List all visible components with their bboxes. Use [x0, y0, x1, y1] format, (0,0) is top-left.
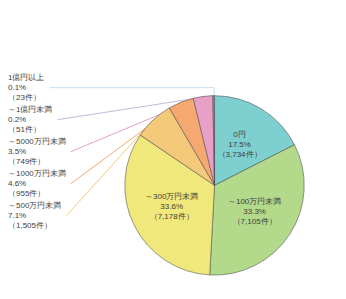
svg-text:7.1%: 7.1% — [8, 211, 26, 220]
svg-text:33.6%: 33.6% — [160, 202, 183, 211]
svg-text:（3,734件）: （3,734件） — [218, 150, 262, 159]
svg-text:～1000万円未満: ～1000万円未満 — [8, 169, 66, 178]
svg-text:3.5%: 3.5% — [8, 147, 26, 156]
svg-text:1億円以上: 1億円以上 — [8, 73, 44, 82]
svg-text:～100万円未満: ～100万円未満 — [228, 197, 281, 206]
svg-text:～5000万円未満: ～5000万円未満 — [8, 137, 66, 146]
svg-text:（51件）: （51件） — [8, 125, 41, 134]
svg-text:（1,505件）: （1,505件） — [8, 221, 52, 230]
svg-text:0.1%: 0.1% — [8, 83, 26, 92]
svg-text:（955件）: （955件） — [8, 189, 45, 198]
svg-text:0円: 0円 — [233, 130, 245, 139]
svg-text:（23件）: （23件） — [8, 93, 41, 102]
svg-text:（7,105件）: （7,105件） — [233, 217, 277, 226]
svg-text:～500万円未満: ～500万円未満 — [8, 201, 61, 210]
svg-text:（7,178件）: （7,178件） — [150, 212, 194, 221]
svg-text:～300万円未満: ～300万円未満 — [145, 192, 198, 201]
svg-text:（749件）: （749件） — [8, 157, 45, 166]
svg-text:～1億円未満: ～1億円未満 — [8, 105, 52, 114]
svg-text:0.2%: 0.2% — [8, 115, 26, 124]
svg-text:17.5%: 17.5% — [228, 140, 251, 149]
svg-text:33.3%: 33.3% — [243, 207, 266, 216]
svg-text:4.6%: 4.6% — [8, 179, 26, 188]
